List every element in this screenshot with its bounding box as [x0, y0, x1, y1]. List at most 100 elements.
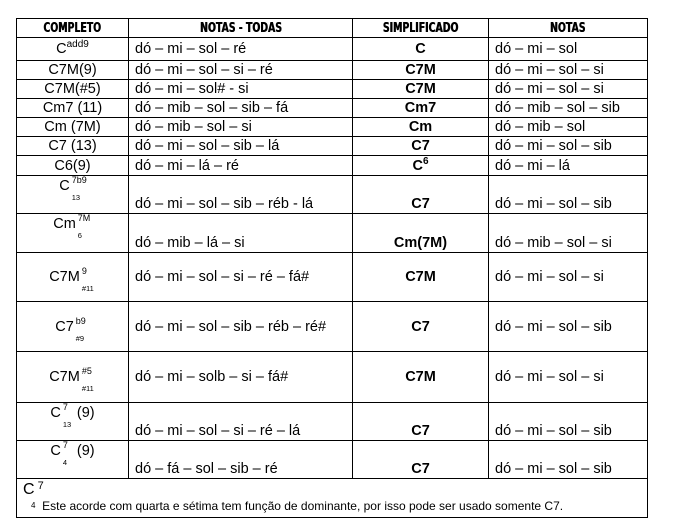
all-notes-cell: dó – mi – sol – sib – lá	[128, 136, 353, 156]
all-notes-cell: dó – mi – solb – si – fá#	[128, 351, 353, 403]
chord-extension-stack: b9 #9	[74, 316, 90, 343]
chord-base: C6(9)	[54, 157, 91, 174]
chord-extension-lower: 13	[62, 420, 72, 429]
chord-complete-cell: C7M #5 #11	[16, 351, 129, 403]
chord-extension-lower: #9	[75, 333, 85, 343]
simplified-cell: C7M	[352, 252, 489, 302]
simplified-chord: C7M	[405, 62, 436, 78]
chord-extension-lower: 4	[62, 458, 68, 467]
simplified-cell: C7	[352, 136, 489, 156]
chord-complete-cell: C7M 9 #11	[16, 252, 129, 302]
simplified-chord: C7	[411, 138, 430, 154]
chord-extension-stack: #5 #11	[80, 366, 96, 393]
chord-symbol: C7M(#5)	[44, 81, 100, 97]
chord-symbol: C 7b9 13	[59, 175, 87, 202]
chord-extension-stack: 9 #11	[80, 266, 96, 293]
chord-base: C7M	[49, 269, 80, 285]
chord-extension-upper: 7	[62, 402, 68, 412]
notes-cell: dó – mi – sol	[488, 37, 648, 61]
chord-complete-cell: C7M(#5)	[16, 79, 129, 99]
notes-cell: dó – mi – sol – si	[488, 79, 648, 99]
chord-extension-stack: 7M 6	[76, 213, 92, 240]
table-row: C 7 13 (9) dó – mi – sol – si – ré – lá C7 dó …	[16, 402, 648, 441]
chord-complete-cell: Cm7 (11)	[16, 98, 129, 118]
chord-extension-upper: 7M	[77, 213, 91, 223]
chord-base: C7M(#5)	[44, 81, 101, 97]
header-notas: NOTAS	[488, 18, 648, 38]
notes-cell: dó – mi – sol – sib	[488, 175, 648, 214]
header-simplificado: SIMPLIFICADO	[352, 18, 489, 38]
chord-base: Cm7 (11)	[42, 100, 103, 116]
simplified-chord: C7	[411, 423, 430, 439]
simplified-cell: C6	[352, 155, 489, 176]
chord-extension-upper: b9	[75, 315, 86, 326]
table-row: C7 b9 #9 dó – mi – sol – sib – réb – ré# C7 d…	[16, 301, 648, 352]
chord-symbol: C7 b9 #9	[55, 316, 90, 343]
footer-chord-sub: 4	[31, 501, 36, 510]
chord-symbol: C7M #5 #11	[49, 366, 96, 393]
chord-base: C	[50, 405, 61, 421]
chord-suffix: (9)	[76, 443, 95, 459]
all-notes-cell: dó – mi – sol – si – ré – fá#	[128, 252, 353, 302]
table-row: Cm 7M 6 dó – mib – lá – si Cm(7M) dó – mib – …	[16, 213, 648, 253]
chord-symbol: Cadd9	[56, 39, 89, 57]
chord-complete-cell: Cm 7M 6	[16, 213, 129, 253]
simplified-chord: Cm7	[404, 100, 437, 116]
footer-note: Este acorde com quarta e sétima tem funç…	[42, 499, 564, 513]
notes-cell: dó – mib – sol – sib	[488, 98, 648, 118]
simplified-chord: C7M	[405, 81, 436, 97]
chord-base: Cm (7M)	[44, 119, 101, 135]
table-row: C7M 9 #11 dó – mi – sol – si – ré – fá# C7M d…	[16, 252, 648, 302]
table-row: C7M #5 #11 dó – mi – solb – si – fá# C7M dó –…	[16, 351, 648, 403]
all-notes-cell: dó – mi – sol – sib – réb – ré#	[128, 301, 353, 352]
chord-suffix: (9)	[76, 405, 95, 421]
notes-cell: dó – mi – sol – si	[488, 252, 648, 302]
chord-base: Cm	[53, 216, 76, 232]
notes-cell: dó – mi – sol – sib	[488, 440, 648, 479]
simplified-cell: Cm7	[352, 98, 489, 118]
all-notes-cell: dó – mib – sol – si	[128, 117, 353, 137]
simplified-chord: C7M	[405, 369, 436, 385]
chord-extension-upper: 9	[81, 266, 87, 276]
chord-symbol: Cm 7M 6	[53, 213, 92, 240]
chord-base: C7	[55, 318, 74, 335]
chord-base: C	[56, 41, 67, 57]
chord-table: COMPLETO NOTAS - TODAS SIMPLIFICADO NOTA…	[16, 18, 648, 518]
table-row: C7M(9) dó – mi – sol – si – ré C7M dó – mi …	[16, 60, 648, 80]
simplified-cell: C	[352, 37, 489, 61]
all-notes-cell: dó – mib – sol – sib – fá	[128, 98, 353, 118]
chord-complete-cell: C 7 4 (9)	[16, 440, 129, 479]
chord-complete-cell: Cm (7M)	[16, 117, 129, 137]
table-row: C 7b9 13 dó – mi – sol – sib – réb - lá C7 dó…	[16, 175, 648, 214]
all-notes-cell: dó – mi – sol – si – ré – lá	[128, 402, 353, 441]
chord-base: C7M	[49, 369, 80, 385]
chord-base: C7 (13)	[48, 138, 97, 154]
all-notes-cell: dó – mib – lá – si	[128, 213, 353, 253]
all-notes-cell: dó – mi – sol – ré	[128, 37, 353, 61]
simplified-chord: C7M	[405, 269, 436, 285]
chord-complete-cell: C 7b9 13	[16, 175, 129, 214]
chord-symbol: C 7 4 (9)	[50, 440, 95, 467]
simplified-chord: C7	[411, 461, 430, 477]
table-row: C7 (13) dó – mi – sol – sib – lá C7 dó – mi…	[16, 136, 648, 156]
chord-extension-lower: #11	[81, 384, 94, 393]
simplified-cell: C7M	[352, 79, 489, 99]
all-notes-cell: dó – fá – sol – sib – ré	[128, 440, 353, 479]
simplified-chord: C7	[411, 318, 430, 335]
all-notes-cell: dó – mi – lá – ré	[128, 155, 353, 176]
header-completo: COMPLETO	[16, 18, 129, 38]
chord-symbol: C6(9)	[54, 158, 90, 174]
notes-cell: dó – mi – sol – si	[488, 351, 648, 403]
chord-extension-lower: 13	[71, 193, 81, 202]
notes-cell: dó – mib – sol – si	[488, 213, 648, 253]
chord-base: C	[59, 178, 70, 194]
header-notas-todas: NOTAS - TODAS	[128, 18, 353, 38]
chord-extension-stack: 7 13	[61, 402, 77, 429]
notes-cell: dó – mib – sol	[488, 117, 648, 137]
chord-complete-cell: Cadd9	[16, 37, 129, 61]
chord-complete-cell: C7 (13)	[16, 136, 129, 156]
